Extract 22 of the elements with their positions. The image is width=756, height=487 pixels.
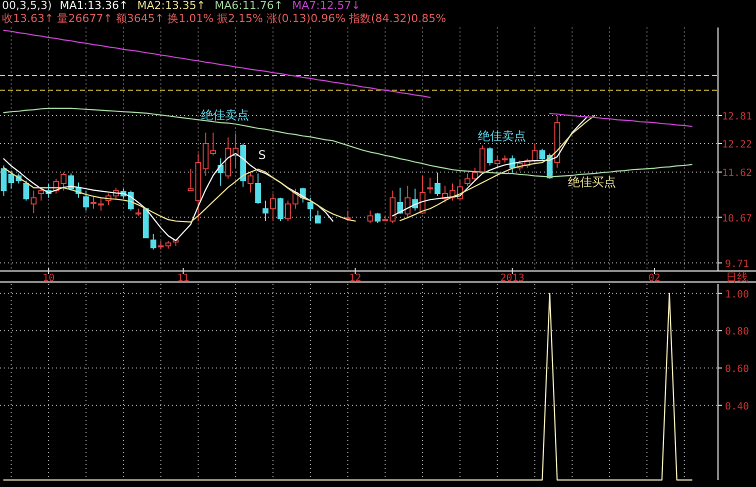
x-tick-label: 10 [42,273,55,284]
annotation: 绝佳买点 [568,175,616,189]
y-tick-label: 10.67 [722,213,752,224]
y-tick-label: 0.60 [724,364,750,375]
text: 日线 [726,271,748,284]
y-tick-label: 0.80 [724,326,750,338]
annotation: S [258,148,266,162]
text: 收13.63↑ 量26677↑ 额3645↑ 换1.01% 振2.15% 涨(0.13)0.96% 指数(84.32)0.85% [2,12,446,25]
x-tick-label: 02 [648,273,660,284]
text: 00,3,5,3) [2,0,52,12]
legend: MA1:13.36↑ MA2:13.35↑ MA6:11.76↑ MA7:12.57↓ [60,0,361,12]
x-tick-label: 11 [177,273,190,284]
x-tick-label: 12 [349,273,362,284]
y-tick-label: 12.22 [722,140,752,151]
y-tick-label: 1.00 [724,289,750,300]
annotation: 绝佳卖点 [478,129,526,143]
y-tick-label: 0.40 [724,401,750,412]
y-tick-label: 9.71 [724,258,750,270]
x-tick-label: 2013 [500,273,524,284]
y-tick-label: 11.62 [722,168,752,180]
y-tick-label: 12.81 [722,111,752,122]
annotation: 绝佳卖点 [201,108,249,122]
